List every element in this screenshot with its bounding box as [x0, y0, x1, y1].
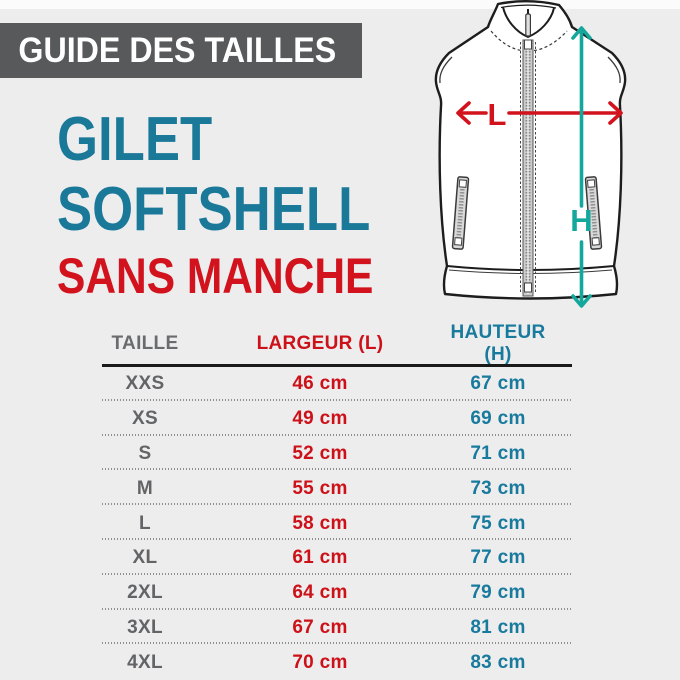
table-row: M 55 cm 73 cm	[95, 471, 579, 507]
product-title-line1: GILET	[57, 105, 213, 174]
largeur-cell: 67 cm	[292, 616, 348, 638]
largeur-cell: 64 cm	[292, 582, 348, 604]
largeur-cell: 55 cm	[292, 477, 348, 499]
table-row: XXS 46 cm 67 cm	[95, 367, 579, 402]
size-cell: L	[139, 512, 151, 534]
table-row: L 58 cm 75 cm	[95, 506, 579, 541]
hauteur-cell: 83 cm	[470, 651, 526, 673]
hauteur-cell: 73 cm	[470, 477, 526, 499]
size-cell: XXS	[125, 373, 165, 395]
largeur-cell: 49 cm	[292, 408, 348, 430]
table-row: 3XL 67 cm 81 cm	[95, 610, 579, 646]
column-header-largeur: LARGEUR (L)	[256, 333, 384, 354]
largeur-cell: 61 cm	[292, 547, 348, 569]
column-header-hauteur: HAUTEUR (H)	[450, 322, 546, 365]
table-row: 4XL 70 cm 83 cm	[95, 645, 579, 680]
size-cell: XS	[132, 408, 158, 430]
width-arrow-label: L	[488, 97, 507, 132]
height-arrow-label: H	[570, 203, 592, 238]
size-cell: XL	[132, 547, 158, 569]
vest-illustration: L H	[434, 0, 627, 308]
table-row: 2XL 64 cm 79 cm	[95, 575, 579, 611]
hauteur-cell: 67 cm	[470, 373, 526, 395]
hauteur-cell: 81 cm	[470, 616, 526, 638]
vest-collar	[490, 4, 568, 52]
zipper-slider	[524, 39, 532, 50]
hauteur-cell: 71 cm	[470, 442, 526, 464]
width-arrow	[456, 101, 623, 125]
height-arrow	[571, 26, 592, 308]
top-strip	[0, 0, 680, 9]
armhole-seams	[439, 56, 621, 84]
right-pocket-zipper	[584, 176, 603, 250]
product-title-line2: SOFTSHELL	[57, 175, 371, 244]
product-subtitle: SANS MANCHE	[57, 248, 374, 304]
largeur-cell: 46 cm	[292, 373, 348, 395]
hauteur-cell: 77 cm	[470, 547, 526, 569]
size-guide-banner: GUIDE DES TAILLES	[0, 23, 362, 78]
table-row: XL 61 cm 77 cm	[95, 540, 579, 576]
front-zipper	[520, 13, 536, 297]
size-cell: M	[136, 477, 154, 499]
header-rule	[102, 364, 572, 367]
hauteur-cell: 75 cm	[470, 512, 526, 534]
table-row: S 52 cm 71 cm	[95, 436, 579, 472]
banner-title: GUIDE DES TAILLES	[18, 30, 337, 70]
size-cell: 3XL	[127, 616, 163, 638]
table-row: XS 49 cm 69 cm	[95, 401, 579, 437]
zipper-stop	[524, 282, 532, 293]
zipper-pull	[525, 13, 532, 37]
hauteur-cell: 69 cm	[470, 408, 526, 430]
size-table: TAILLE LARGEUR (L) HAUTEUR (H) XXS 46 cm…	[95, 322, 579, 680]
product-title-block: GILET SOFTSHELL SANS MANCHE	[57, 105, 373, 304]
left-pocket-zipper	[451, 176, 470, 250]
largeur-cell: 58 cm	[292, 512, 348, 534]
size-cell: 4XL	[127, 651, 163, 673]
hauteur-cell: 79 cm	[470, 582, 526, 604]
largeur-cell: 70 cm	[292, 651, 348, 673]
table-header: TAILLE LARGEUR (L) HAUTEUR (H)	[95, 322, 579, 365]
largeur-cell: 52 cm	[292, 442, 348, 464]
size-cell: 2XL	[127, 582, 163, 604]
column-header-taille: TAILLE	[111, 333, 179, 354]
size-cell: S	[138, 442, 152, 464]
